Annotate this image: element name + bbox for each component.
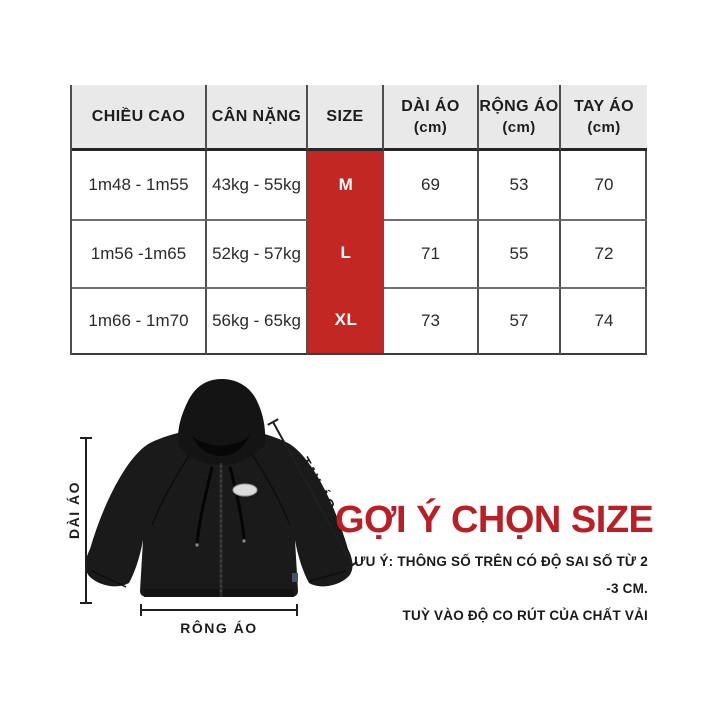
- table-row-xl-height: 1m66 - 1m70: [72, 287, 207, 355]
- width-label: RÔNG ÁO: [180, 619, 257, 636]
- table-row-m-size: M: [308, 151, 384, 219]
- col-header-unit: (cm): [413, 118, 448, 136]
- width-dimension-arrow: [140, 604, 298, 616]
- col-header-label: CHIỀU CAO: [91, 107, 186, 125]
- table-row-xl-length: 73: [384, 287, 479, 355]
- col-header-label: TAY ÁO: [574, 97, 634, 115]
- col-header-size: SIZE: [308, 85, 384, 151]
- note-line-2: TUỲ VÀO ĐỘ CO RÚT CỦA CHẤT VẢI: [402, 607, 648, 623]
- col-header-height: CHIỀU CAO: [72, 85, 207, 151]
- col-header-unit: (cm): [587, 118, 621, 136]
- note-line-1: LƯU Ý: THÔNG SỐ TRÊN CÓ ĐỘ SAI SỐ TỪ 2 -…: [345, 553, 648, 596]
- table-row-xl-width: 57: [479, 287, 561, 355]
- col-header-jacket-length: DÀI ÁO (cm): [384, 85, 479, 151]
- col-header-label: DÀI ÁO: [401, 97, 460, 115]
- size-suggestion-block: GỢI Ý CHỌN SIZE LƯU Ý: THÔNG SỐ TRÊN CÓ …: [335, 499, 654, 629]
- suggestion-title: GỢI Ý CHỌN SIZE: [335, 499, 654, 541]
- table-row-m-weight: 43kg - 55kg: [207, 151, 308, 219]
- table-row-m-height: 1m48 - 1m55: [72, 151, 207, 219]
- col-header-label: CÂN NẶNG: [211, 107, 302, 125]
- length-label: DÀI ÁO: [66, 481, 82, 539]
- suggestion-notes: LƯU Ý: THÔNG SỐ TRÊN CÓ ĐỘ SAI SỐ TỪ 2 -…: [335, 548, 648, 629]
- table-row-xl-sleeve: 74: [561, 287, 647, 355]
- sleeve-dimension-arrow: [267, 418, 358, 569]
- side-tag: [292, 573, 298, 582]
- col-header-label: SIZE: [326, 107, 364, 125]
- jacket-measurement-diagram: DÀI ÁO TAY ÁO RÔNG ÁO: [66, 379, 358, 636]
- table-row-l-weight: 52kg - 57kg: [207, 219, 308, 287]
- col-header-label: RỘNG ÁO: [479, 97, 559, 115]
- table-row-l-width: 55: [479, 219, 561, 287]
- table-row-m-sleeve: 70: [594, 175, 614, 194]
- table-row-xl-weight: 56kg - 65kg: [207, 287, 308, 355]
- col-header-jacket-width: RỘNG ÁO (cm): [479, 85, 561, 151]
- table-row-m-width: 53: [479, 151, 561, 219]
- table-row-l-size: L: [308, 219, 384, 287]
- col-header-weight: CÂN NẶNG: [207, 85, 308, 151]
- size-table: CHIỀU CAO CÂN NẶNG SIZE DÀI ÁO (cm) RỘNG…: [70, 85, 647, 355]
- table-row-l-height: 1m56 -1m65: [72, 219, 207, 287]
- col-header-unit: (cm): [502, 118, 536, 136]
- length-dimension-arrow: [80, 437, 92, 604]
- chest-logo-patch: [232, 483, 258, 497]
- col-header-sleeve: TAY ÁO (cm): [561, 85, 647, 151]
- table-row-l-sleeve: 72: [561, 219, 647, 287]
- table-row-m-length: 69: [384, 151, 479, 219]
- table-row-l-length: 71: [384, 219, 479, 287]
- table-row-xl-size: XL: [308, 287, 384, 355]
- jacket-illustration: [85, 379, 353, 597]
